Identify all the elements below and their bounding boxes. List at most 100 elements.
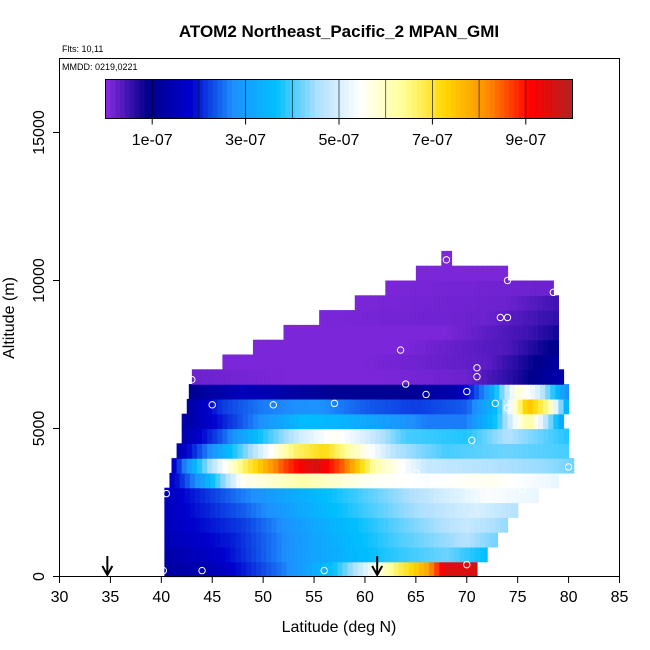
heatmap-cell: [312, 502, 318, 518]
heatmap-cell: [476, 324, 483, 341]
heatmap-cell: [283, 443, 290, 459]
heatmap-cell: [380, 398, 386, 415]
heatmap-cell: [444, 532, 451, 548]
heatmap-cell: [431, 398, 437, 415]
colorbar-cell: [261, 79, 267, 119]
sample-point: [468, 436, 476, 445]
heatmap-cell: [390, 280, 397, 296]
heatmap-cell: [252, 339, 259, 356]
heatmap-cell: [485, 472, 491, 489]
heatmap-cell: [390, 324, 397, 341]
heatmap-cell: [505, 487, 512, 504]
heatmap-cell: [286, 487, 293, 504]
y-axis: 0 5000 10000 15000: [31, 110, 60, 581]
heatmap-cell: [359, 310, 366, 326]
heatmap-cell: [364, 354, 371, 370]
heatmap-cell: [293, 428, 300, 444]
heatmap-cell: [441, 280, 448, 296]
heatmap-cell: [308, 413, 315, 430]
heatmap-cell: [497, 428, 504, 444]
heatmap-cell: [235, 472, 242, 489]
heatmap-cell: [424, 561, 430, 578]
heatmap-cell: [196, 369, 203, 385]
heatmap-cell: [459, 487, 466, 504]
heatmap-cell: [487, 354, 493, 370]
heatmap-cell: [244, 384, 251, 400]
heatmap-cell: [263, 369, 269, 385]
heatmap-cell: [209, 384, 215, 400]
colorbar-cell: [144, 79, 150, 119]
heatmap-cell: [317, 561, 323, 578]
heatmap-cell: [471, 280, 478, 296]
heatmap-cell: [512, 295, 519, 311]
heatmap-cell: [553, 443, 560, 459]
heatmap-cell: [512, 369, 519, 385]
heatmap-cell: [258, 398, 264, 415]
heatmap-cell: [459, 472, 466, 489]
heatmap-cell: [410, 458, 417, 474]
heatmap-cell: [502, 458, 509, 474]
heatmap-cell: [555, 384, 562, 400]
heatmap-cell: [439, 532, 445, 548]
colorbar-cell: [411, 79, 418, 119]
heatmap-cell: [266, 502, 272, 518]
heatmap-cell: [303, 339, 310, 356]
heatmap-cell: [298, 324, 305, 341]
heatmap-cell: [461, 413, 468, 430]
heatmap-cell: [553, 310, 560, 326]
heatmap-cell: [357, 532, 364, 548]
heatmap-cell: [490, 532, 496, 548]
heatmap-cell: [507, 324, 514, 341]
heatmap-cell: [314, 369, 320, 385]
heatmap-cell: [237, 428, 244, 444]
heatmap-cell: [327, 546, 333, 563]
heatmap-cell: [265, 384, 271, 400]
heatmap-cell: [405, 398, 412, 415]
heatmap-cell: [378, 532, 384, 548]
heatmap-cell: [344, 458, 351, 474]
heatmap-cell: [431, 413, 437, 430]
heatmap-cell: [380, 443, 386, 459]
colorbar-cell: [110, 79, 116, 119]
heatmap-cell: [322, 517, 328, 533]
heatmap-cell: [303, 428, 310, 444]
heatmap-cell: [194, 502, 201, 518]
heatmap-cell: [385, 324, 392, 341]
heatmap-cell: [239, 384, 246, 400]
x-axis-label: Latitude (deg N): [282, 619, 397, 636]
colorbar-cell: [256, 79, 262, 119]
heatmap-cell: [164, 502, 171, 518]
heatmap-cell: [441, 443, 448, 459]
heatmap-cell: [332, 532, 339, 548]
heatmap-cell: [212, 428, 218, 444]
heatmap-cell: [291, 561, 298, 578]
heatmap-cell: [273, 369, 280, 385]
x-tick-label: 45: [203, 589, 221, 606]
heatmap-cell: [200, 487, 206, 504]
heatmap-cell: [439, 502, 445, 518]
heatmap-cell: [426, 443, 432, 459]
heatmap-cell: [509, 384, 516, 400]
heatmap-cell: [398, 502, 405, 518]
heatmap-cell: [383, 546, 389, 563]
heatmap-cell: [362, 487, 369, 504]
heatmap-cell: [288, 398, 295, 415]
heatmap-cell: [434, 517, 440, 533]
heatmap-cell: [456, 413, 463, 430]
heatmap-cell: [380, 324, 386, 341]
heatmap-cell: [410, 443, 417, 459]
heatmap-cell: [395, 428, 402, 444]
heatmap-cell: [532, 428, 539, 444]
heatmap-cell: [296, 546, 303, 563]
heatmap-cell: [308, 428, 315, 444]
heatmap-cell: [263, 354, 269, 370]
heatmap-cell: [354, 295, 361, 311]
heatmap-cell: [271, 517, 277, 533]
heatmap-cell: [278, 398, 285, 415]
colorbar: 1e-07 3e-07 5e-07 7e-07 9e-07: [105, 79, 573, 149]
colorbar-tick-label: 3e-07: [225, 132, 266, 149]
colorbar-cell: [358, 79, 364, 119]
heatmap-cell: [212, 443, 218, 459]
heatmap-cell: [553, 354, 560, 370]
